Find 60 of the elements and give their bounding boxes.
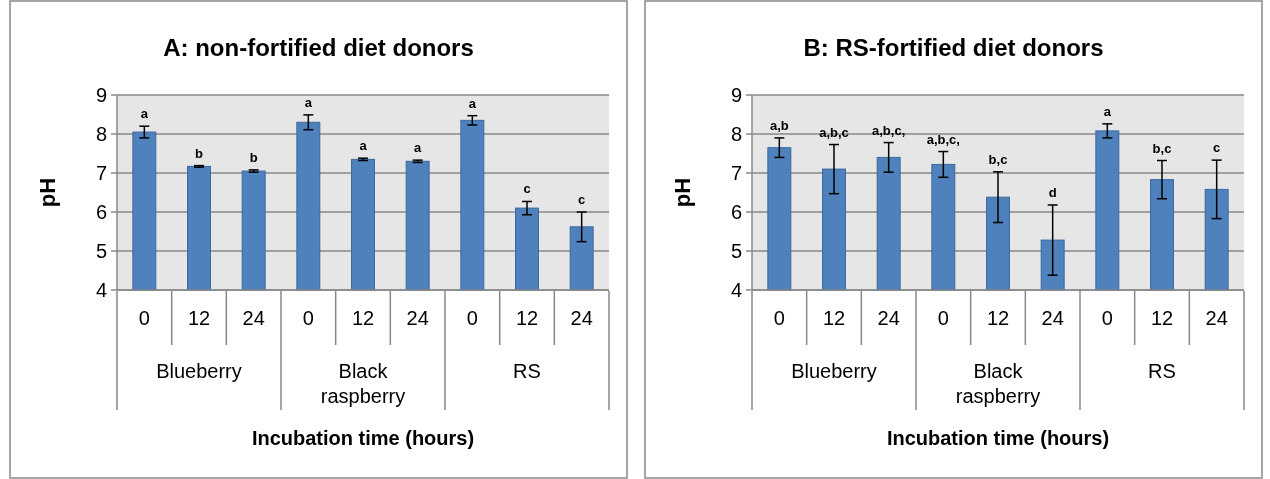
x-tick-label: 12 [351,307,375,329]
text: Black raspberry [320,360,406,407]
x-tick-label: 24 [1041,307,1064,329]
y-tick-label: 4 [95,279,107,301]
data-label: a,b,c, [926,131,960,147]
x-tick-label: 0 [937,307,949,329]
x-tick-label: 12 [187,307,211,329]
data-label: c [523,181,531,197]
y-tick-label: 7 [730,162,742,184]
text: Blueberry [791,360,877,382]
y-axis-title: pH [35,177,60,208]
text: Blueberry [156,360,242,382]
x-axis-title: Incubation time (hours) [886,427,1110,449]
data-label: a [304,94,313,110]
y-tick-label: 8 [95,123,107,145]
y-tick-label: 6 [730,201,742,223]
text: RS [1148,360,1176,382]
x-tick-label: 0 [773,307,785,329]
x-tick-label: 12 [1150,307,1174,329]
x-tick-label: 24 [1205,307,1228,329]
x-tick-label: 12 [515,307,539,329]
y-tick-label: 7 [95,162,107,184]
text: RS [513,360,541,382]
x-tick-label: 0 [138,307,150,329]
data-label: c [1213,140,1221,156]
data-label: b,c [1152,140,1172,156]
x-axis-title: Incubation time (hours) [251,427,475,449]
x-tick-label: 24 [877,307,900,329]
data-label: a,b,c [819,124,849,140]
data-label: d [1048,184,1057,200]
x-tick-label: 24 [570,307,593,329]
data-label: a [414,140,423,156]
data-label: a [1103,103,1112,119]
y-tick-label: 5 [730,240,742,262]
data-label: b [195,145,204,161]
y-tick-label: 9 [730,84,742,106]
y-tick-label: 6 [95,201,107,223]
y-tick-label: 5 [95,240,107,262]
data-label: a,b [769,117,789,133]
x-tick-label: 0 [1101,307,1113,329]
x-tick-label: 24 [242,307,265,329]
x-tick-label: 12 [822,307,846,329]
data-label: b,c [988,151,1008,167]
data-label: a [359,138,368,154]
y-axis-title: pH [670,177,695,208]
data-label: a [468,95,477,111]
y-tick-label: 4 [730,279,742,301]
x-tick-label: 0 [302,307,314,329]
text: Black raspberry [955,360,1041,407]
data-label: c [578,192,586,207]
chart-title: B: RS-fortified diet donors [803,34,1104,61]
x-tick-label: 24 [406,307,429,329]
data-label: a [140,106,149,122]
chart-title: A: non-fortified diet donors [163,34,474,61]
data-label: a,b,c, [872,122,906,138]
data-label: b [249,149,258,165]
y-tick-label: 9 [95,84,107,106]
x-tick-label: 0 [466,307,478,329]
x-tick-label: 12 [986,307,1010,329]
y-tick-label: 8 [730,123,742,145]
